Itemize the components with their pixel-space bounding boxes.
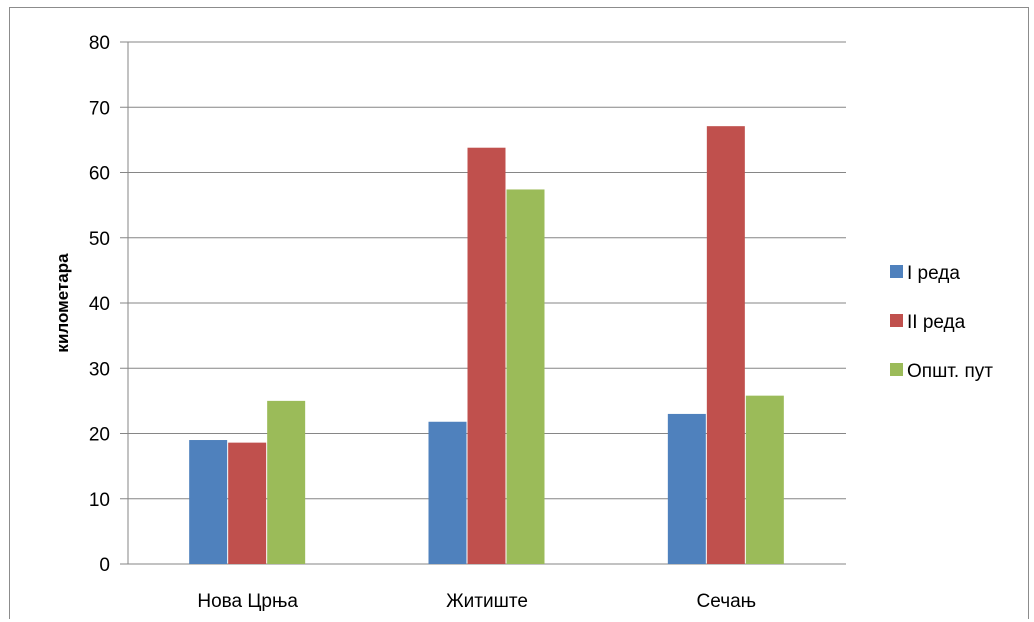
y-tick-label: 40: [89, 294, 110, 315]
bar-2-3: [706, 126, 745, 565]
x-category-label: Житиште: [446, 591, 528, 612]
y-tick-label: 20: [89, 425, 110, 446]
y-tick-label: 0: [99, 555, 110, 576]
bar-3-2: [506, 189, 545, 564]
y-axis-label: километара: [53, 253, 72, 353]
bar-3-1: [267, 400, 306, 564]
x-category-label: Нова Црња: [197, 591, 298, 612]
legend: I реда II реда Општ. пут: [890, 263, 993, 382]
y-tick-label: 30: [89, 359, 110, 380]
legend-label: I реда: [907, 263, 960, 284]
bar-2-1: [228, 442, 267, 564]
legend-swatch: [890, 363, 903, 376]
chart-frame: [9, 7, 1029, 619]
y-tick-label: 60: [89, 164, 110, 185]
bar-3-3: [745, 395, 784, 564]
x-category-labels: Нова Црња Житиште Сечањ: [197, 591, 756, 612]
legend-label: II реда: [907, 312, 966, 333]
bar-1-2: [428, 421, 467, 564]
y-tick-label: 10: [89, 490, 110, 511]
x-category-label: Сечањ: [697, 591, 757, 612]
y-tick-label: 50: [89, 229, 110, 250]
bar-1-1: [189, 440, 228, 564]
legend-swatch: [890, 265, 903, 278]
legend-swatch: [890, 314, 903, 327]
bar-1-3: [667, 413, 706, 564]
bars: [189, 126, 784, 565]
y-tick-labels: 0 10 20 30 40 50 60 70 80: [89, 33, 110, 576]
bar-2-2: [467, 147, 506, 564]
y-tick-label: 80: [89, 33, 110, 54]
legend-label: Општ. пут: [907, 361, 993, 382]
y-tick-label: 70: [89, 98, 110, 119]
